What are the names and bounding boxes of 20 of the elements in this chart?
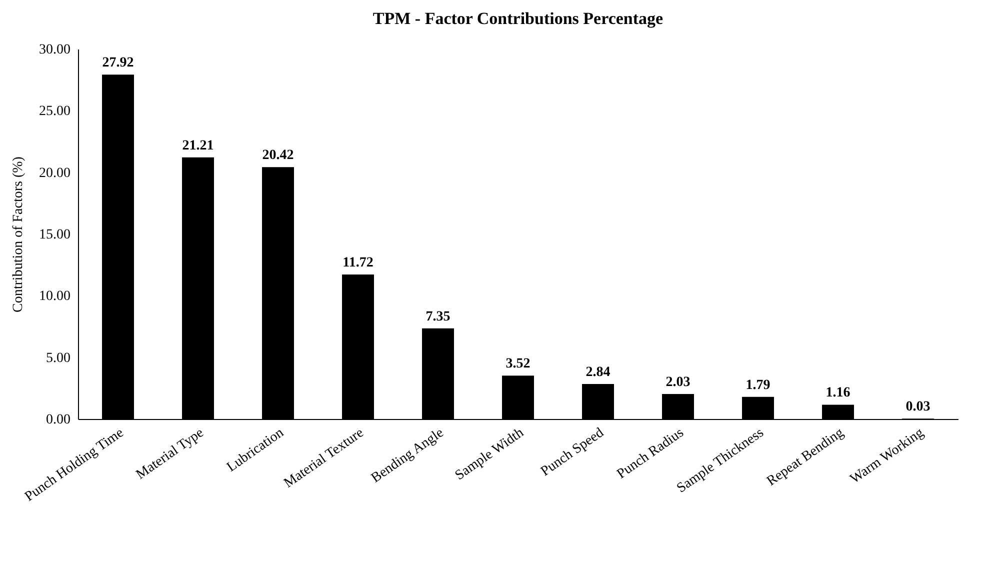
y-tick-label: 20.00 — [39, 166, 70, 181]
data-label: 7.35 — [426, 309, 450, 324]
y-tick-label: 10.00 — [39, 289, 70, 304]
y-tick-label: 15.00 — [39, 228, 70, 242]
y-tick-label: 5.00 — [46, 350, 70, 366]
data-label: 21.21 — [182, 138, 214, 154]
data-label: 11.72 — [342, 255, 374, 270]
data-label: 2.03 — [666, 374, 690, 390]
y-tick-label: 30.00 — [39, 42, 70, 58]
data-label: 0.03 — [906, 400, 930, 415]
data-label: 1.79 — [746, 378, 770, 393]
data-label: 1.16 — [826, 386, 850, 401]
y-tick-label: 25.00 — [39, 104, 70, 120]
data-label: 2.84 — [586, 364, 610, 380]
data-label: 20.42 — [262, 148, 294, 164]
chart-title: TPM - Factor Contributions Percentage — [372, 9, 664, 28]
y-tick-label: 0.00 — [46, 412, 70, 428]
y-axis-title: Contribution of Factors (%) — [11, 156, 26, 312]
data-label: 3.52 — [506, 356, 530, 372]
data-label: 27.92 — [102, 56, 134, 71]
